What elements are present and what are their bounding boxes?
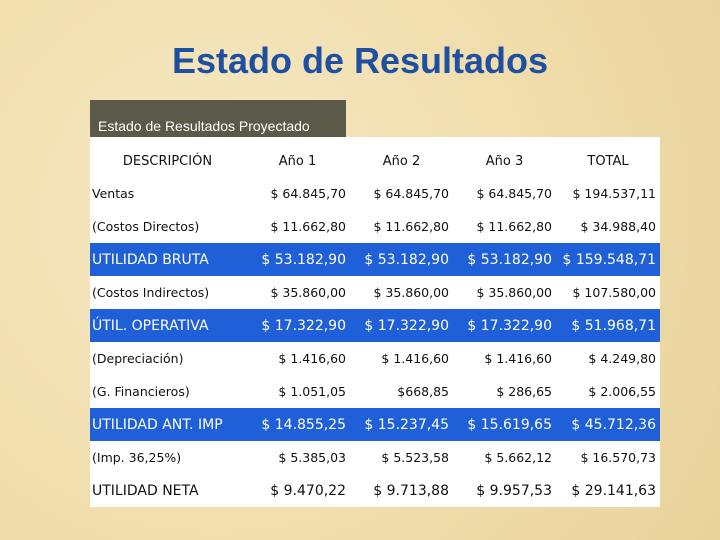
amount-cell: $ 17.322,90 <box>261 317 346 334</box>
amount-cell: $ 15.619,65 <box>467 416 552 433</box>
amount-cell: $668,85 <box>397 384 449 399</box>
amount-cell: $ 11.662,80 <box>476 219 552 234</box>
row-label: (Depreciación) <box>92 351 184 366</box>
amount-cell: $ 9.713,88 <box>373 482 449 499</box>
row-label: (G. Financieros) <box>92 384 190 399</box>
row-label: Ventas <box>92 186 135 201</box>
amount-cell: $ 1.051,05 <box>278 384 346 399</box>
amount-cell: $ 9.957,53 <box>476 482 552 499</box>
row-label: UTILIDAD NETA <box>92 482 199 499</box>
subtotal-row: UTILIDAD ANT. IMP $ 14.855,25 $ 15.237,45 $… <box>90 408 660 441</box>
amount-cell: $ 53.182,90 <box>467 251 552 268</box>
amount-cell: $ 5.662,12 <box>484 450 552 465</box>
amount-cell: $ 53.182,90 <box>261 251 346 268</box>
slide-title: Estado de Resultados <box>171 40 549 81</box>
amount-cell: $ 4.249,80 <box>588 351 656 366</box>
amount-cell: $ 11.662,80 <box>270 219 346 234</box>
amount-cell: $ 11.662,80 <box>373 219 449 234</box>
amount-cell: $ 15.237,45 <box>364 416 449 433</box>
amount-cell: $ 64.845,70 <box>270 186 346 201</box>
amount-cell: $ 2.006,55 <box>588 384 656 399</box>
amount-cell: $ 9.470,22 <box>270 482 346 499</box>
amount-cell: $ 64.845,70 <box>476 186 552 201</box>
amount-cell: $ 1.416,60 <box>278 351 346 366</box>
header-row: DESCRIPCIÓN Año 1 Año 2 Año 3 TOTAL <box>90 137 660 177</box>
amount-cell: $ 5.523,58 <box>381 450 449 465</box>
row-label: (Costos Directos) <box>92 219 200 234</box>
amount-cell: $ 34.988,40 <box>580 219 656 234</box>
amount-cell: $ 1.416,60 <box>381 351 449 366</box>
amount-cell: $ 107.580,00 <box>572 285 657 300</box>
row-label: UTILIDAD BRUTA <box>92 251 209 268</box>
table-row: (G. Financieros) $ 1.051,05 $668,85 $ 286,6… <box>90 375 660 408</box>
amount-cell: $ 1.416,60 <box>484 351 552 366</box>
amount-cell: $ 286,65 <box>496 384 552 399</box>
subtotal-row: UTILIDAD BRUTA $ 53.182,90 $ 53.182,90 $ 53… <box>90 243 660 276</box>
table-row: (Costos Indirectos) $ 35.860,00 $ 35.860,0… <box>90 276 660 309</box>
column-header: Año 3 <box>485 154 524 169</box>
row-label: (Costos Indirectos) <box>92 285 210 300</box>
amount-cell: $ 51.968,71 <box>571 317 656 334</box>
amount-cell: $ 35.860,00 <box>476 285 552 300</box>
amount-cell: $ 159.548,71 <box>562 251 656 268</box>
amount-cell: $ 35.860,00 <box>270 285 346 300</box>
table-row: (Costos Directos) $ 11.662,80 $ 11.662,80 $… <box>90 210 660 243</box>
table-row: (Imp. 36,25%) $ 5.385,03 $ 5.523,58 $ 5.662… <box>90 441 660 474</box>
results-table: DESCRIPCIÓN Año 1 Año 2 Año 3 TOTAL Ventas $ 6… <box>90 137 660 507</box>
column-header: Año 2 <box>382 154 421 169</box>
amount-cell: $ 16.570,73 <box>580 450 656 465</box>
column-header: TOTAL <box>587 154 629 169</box>
amount-cell: $ 35.860,00 <box>373 285 449 300</box>
row-label: UTILIDAD ANT. IMP <box>92 416 223 433</box>
amount-cell: $ 29.141,63 <box>571 482 656 499</box>
amount-cell: $ 14.855,25 <box>261 416 346 433</box>
table-row: (Depreciación) $ 1.416,60 $ 1.416,60 $ 1.41… <box>90 342 660 375</box>
row-label: (Imp. 36,25%) <box>92 450 182 465</box>
column-header: DESCRIPCIÓN <box>122 154 213 169</box>
subtotal-row: ÚTIL. OPERATIVA $ 17.322,90 $ 17.322,90 $ 1… <box>90 309 660 342</box>
amount-cell: $ 64.845,70 <box>373 186 449 201</box>
column-header: Año 1 <box>278 154 317 169</box>
amount-cell: $ 17.322,90 <box>467 317 552 334</box>
table-caption: Estado de Resultados Proyectado <box>90 100 346 137</box>
amount-cell: $ 45.712,36 <box>571 416 656 433</box>
amount-cell: $ 5.385,03 <box>278 450 346 465</box>
amount-cell: $ 194.537,11 <box>572 186 657 201</box>
table-row: UTILIDAD NETA $ 9.470,22 $ 9.713,88 $ 9.957… <box>90 474 660 507</box>
amount-cell: $ 53.182,90 <box>364 251 449 268</box>
table-row: Ventas $ 64.845,70 $ 64.845,70 $ 64.845,70 $… <box>90 177 660 210</box>
row-label: ÚTIL. OPERATIVA <box>92 317 209 334</box>
amount-cell: $ 17.322,90 <box>364 317 449 334</box>
